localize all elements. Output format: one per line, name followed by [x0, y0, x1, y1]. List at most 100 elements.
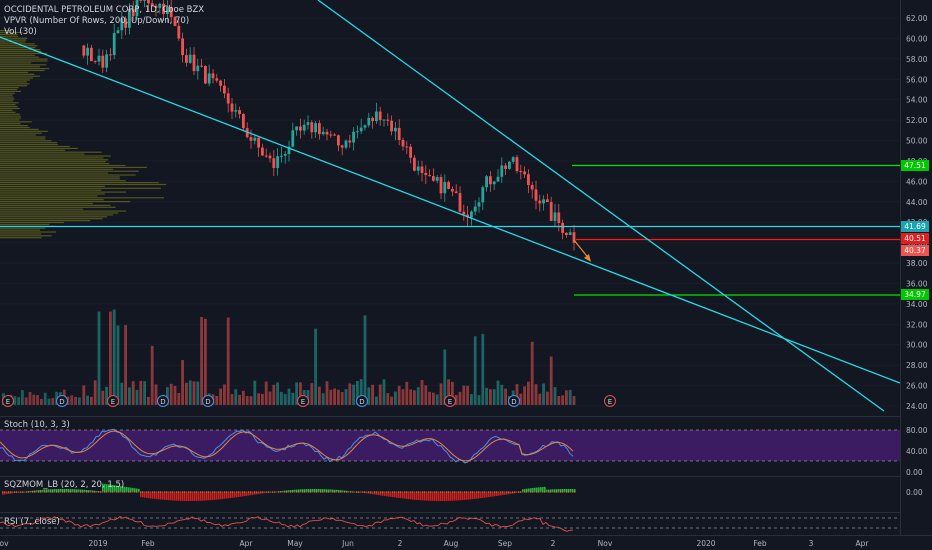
- sqz-bar: [528, 488, 530, 492]
- sqz-dot: [188, 491, 190, 493]
- volume-profile-row: [0, 176, 120, 178]
- sqz-bar: [436, 492, 438, 501]
- dividend-marker: D: [356, 395, 368, 407]
- candle-body: [310, 122, 314, 133]
- volume-bar: [74, 396, 77, 405]
- sqz-dot: [70, 491, 72, 493]
- sqz-dot: [134, 491, 136, 493]
- sqz-dot: [314, 491, 316, 493]
- price-tick-label: 34.00: [906, 300, 928, 309]
- sqz-bar: [402, 492, 404, 499]
- volume-bar: [386, 393, 390, 405]
- candle-body: [147, 0, 150, 4]
- symbol-legend[interactable]: OCCIDENTAL PETROLEUM CORP, 1D, Cboe BZX: [4, 5, 205, 15]
- sqz-dot: [414, 491, 416, 493]
- volume-profile-row: [0, 199, 104, 201]
- volume-bar: [435, 394, 439, 405]
- sqz-dot: [422, 491, 424, 493]
- sqz-bar: [216, 492, 218, 500]
- sqz-bar: [420, 492, 422, 501]
- sqz-dot: [466, 491, 468, 493]
- volume-bar: [401, 389, 405, 405]
- time-axis-panel[interactable]: [0, 535, 932, 550]
- event-circle: [157, 395, 169, 407]
- volume-profile-row: [0, 218, 103, 220]
- sqz-dot: [90, 491, 92, 493]
- squeeze-momentum-histogram: [2, 483, 576, 501]
- sqz-dot: [150, 491, 152, 493]
- volume-profile-row: [0, 88, 17, 91]
- volume-profile-row: [0, 231, 57, 233]
- volume-bar: [390, 396, 393, 405]
- sqz-dot: [100, 491, 102, 493]
- volume-bar: [333, 388, 336, 405]
- sqz-bar: [498, 492, 500, 496]
- candle-body: [508, 161, 511, 169]
- sqz-bar: [118, 485, 120, 492]
- event-letter: D: [59, 398, 64, 406]
- dividend-marker: D: [157, 395, 169, 407]
- sqz-dot: [54, 491, 56, 493]
- sqz-bar: [152, 492, 154, 499]
- candle-body: [561, 222, 564, 233]
- sqz-bar: [434, 492, 436, 501]
- candle-body: [401, 139, 405, 147]
- sqz-bar: [252, 492, 254, 495]
- volume-profile: [0, 30, 167, 239]
- sqz-dot: [212, 491, 214, 493]
- candle-body: [386, 119, 390, 121]
- volume-profile-row: [0, 164, 126, 167]
- candle-body: [454, 191, 458, 194]
- volume-legend[interactable]: Vol (30): [4, 27, 37, 37]
- volume-bar: [291, 392, 295, 405]
- sqz-bar: [154, 492, 156, 499]
- candle-body: [261, 147, 264, 156]
- event-circle: [356, 395, 368, 407]
- sqz-dot: [328, 491, 330, 493]
- sqz-dot: [472, 491, 474, 493]
- sqz-dot: [334, 491, 336, 493]
- sqz-legend[interactable]: SQZMOM_LB (20, 2, 20, 1.5): [4, 480, 125, 490]
- rsi-legend[interactable]: RSI (7, close): [4, 517, 60, 527]
- candle-body: [116, 30, 120, 34]
- volume-bar: [261, 393, 264, 405]
- sqz-dot: [176, 491, 178, 493]
- sqz-bar: [198, 492, 200, 501]
- volume-profile-row: [0, 187, 161, 189]
- volume-profile-row: [0, 106, 18, 108]
- candle-body: [546, 199, 549, 203]
- candle-body: [413, 157, 416, 171]
- sqz-bar: [422, 492, 424, 501]
- candle-body: [211, 73, 215, 79]
- sqz-dot: [260, 491, 262, 493]
- sqz-bar: [492, 492, 494, 497]
- sqz-dot: [506, 491, 508, 493]
- candle-body: [523, 171, 526, 175]
- volume-profile-row: [0, 49, 41, 51]
- volume-bar: [519, 393, 523, 405]
- sqz-bar: [572, 489, 574, 492]
- lower-trendline[interactable]: [0, 36, 901, 384]
- sqz-dot: [356, 491, 358, 493]
- sqz-bar: [500, 492, 502, 496]
- volume-bar: [443, 349, 447, 405]
- sqz-dot: [358, 491, 360, 493]
- upper-trendline[interactable]: [317, 0, 885, 412]
- sqz-dot: [494, 491, 496, 493]
- stoch-legend[interactable]: Stoch (10, 3, 3): [4, 420, 70, 430]
- volume-bar: [28, 391, 32, 405]
- vpvr-legend[interactable]: VPVR (Number Of Rows, 200, Up/Down, 70): [4, 16, 190, 26]
- sqz-bar: [196, 492, 198, 501]
- volume-bar: [344, 389, 348, 405]
- sqz-bar: [526, 488, 528, 492]
- sqz-bar: [214, 492, 216, 500]
- sqz-dot: [72, 491, 74, 493]
- price-axis-panel[interactable]: [900, 0, 932, 535]
- sqz-bar: [2, 492, 4, 495]
- volume-bar: [295, 382, 298, 405]
- event-circle: [202, 395, 214, 407]
- volume-bar: [314, 328, 317, 405]
- sqz-bar: [316, 489, 318, 492]
- sqz-bar: [176, 492, 178, 501]
